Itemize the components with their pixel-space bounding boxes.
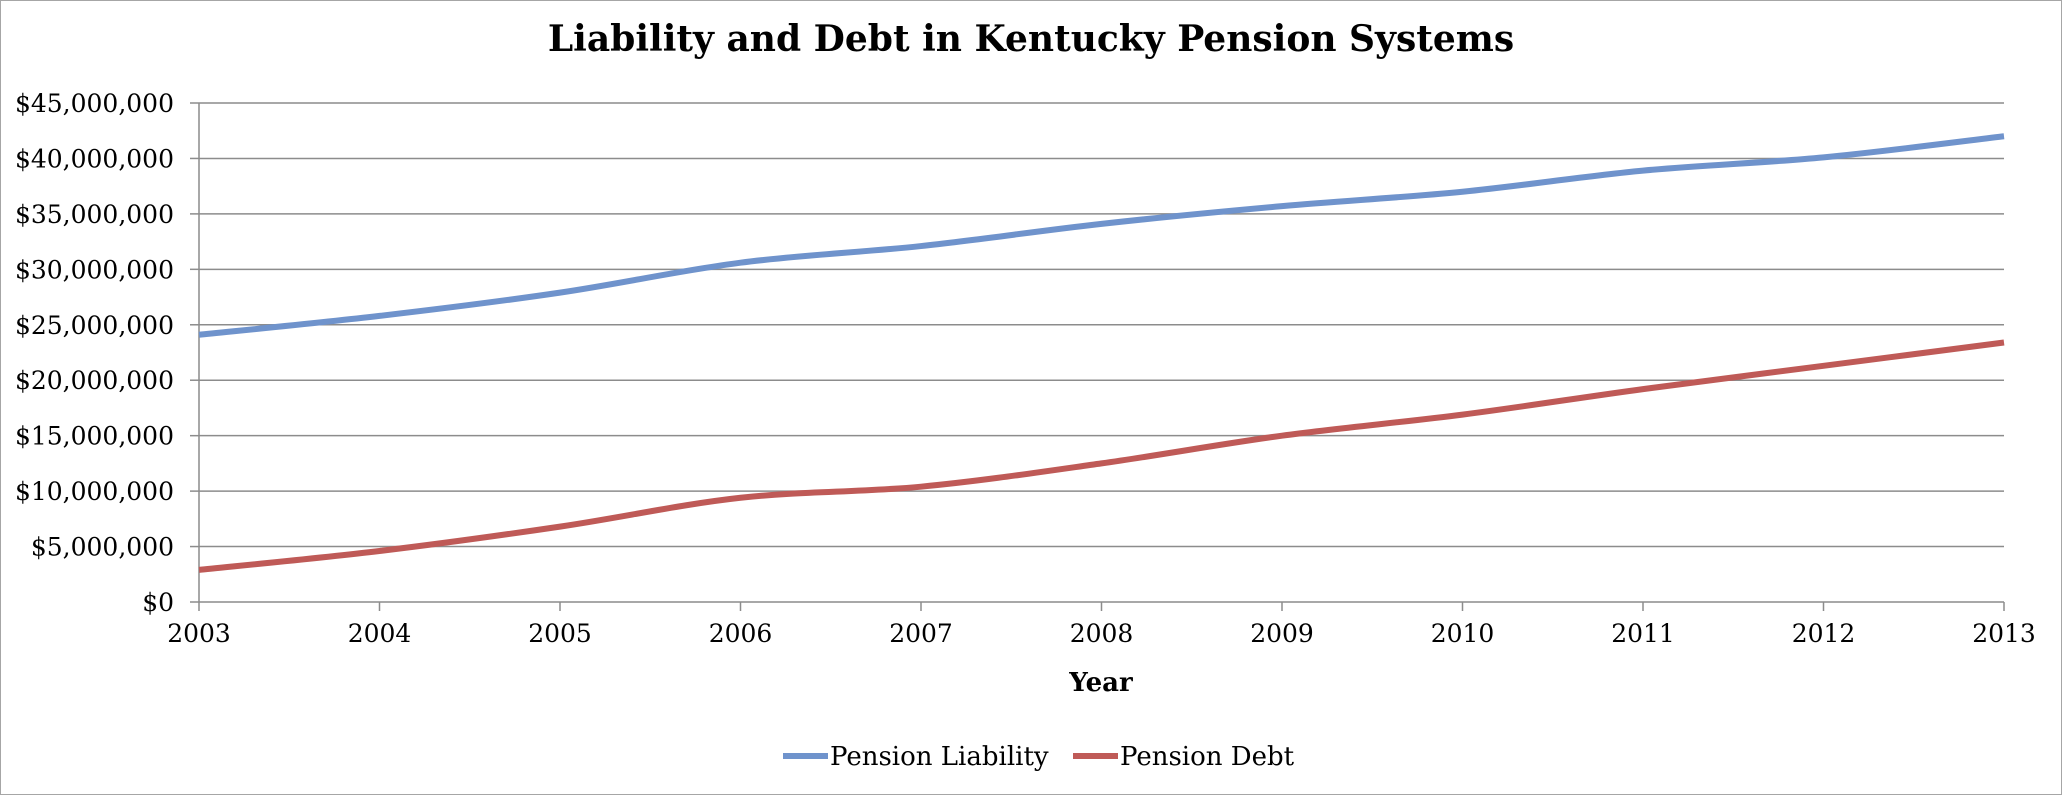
x-tick-label: 2011 — [1611, 619, 1675, 648]
x-tick-label: 2010 — [1431, 619, 1495, 648]
legend-item-pension-liability: Pension Liability — [783, 742, 1049, 772]
legend-label: Pension Debt — [1120, 742, 1295, 772]
legend-label: Pension Liability — [830, 742, 1049, 772]
x-tick-label: 2013 — [1972, 619, 2036, 648]
series-lines — [199, 136, 2004, 570]
x-tick-label: 2007 — [889, 619, 953, 648]
y-tick-label: $15,000,000 — [15, 422, 174, 451]
y-tick-label: $5,000,000 — [31, 533, 174, 562]
x-axis-ticks: 2003 2004 2005 2006 2007 2008 2009 2010 2011 2012… — [167, 602, 2036, 648]
x-tick-label: 2012 — [1792, 619, 1856, 648]
y-tick-label: $30,000,000 — [15, 255, 174, 284]
legend: Pension Liability Pension Debt — [783, 742, 1295, 772]
chart-title: Liability and Debt in Kentucky Pension S… — [548, 18, 1514, 60]
x-tick-label: 2009 — [1250, 619, 1314, 648]
x-tick-label: 2008 — [1070, 619, 1134, 648]
x-tick-label: 2004 — [348, 619, 412, 648]
y-tick-label: $45,000,000 — [15, 89, 174, 118]
series-line-pension-debt — [199, 343, 2004, 570]
x-tick-label: 2005 — [528, 619, 592, 648]
axes — [199, 103, 2004, 602]
series-line-pension-liability — [199, 136, 2004, 334]
y-tick-label: $10,000,000 — [15, 477, 174, 506]
chart-frame: Liability and Debt in Kentucky Pension S… — [0, 0, 2062, 795]
y-tick-label: $0 — [142, 588, 174, 617]
y-tick-label: $20,000,000 — [15, 366, 174, 395]
gridlines — [199, 103, 2004, 547]
line-chart: Liability and Debt in Kentucky Pension S… — [1, 1, 2061, 794]
y-tick-label: $40,000,000 — [15, 144, 174, 173]
x-tick-label: 2006 — [709, 619, 773, 648]
x-tick-label: 2003 — [167, 619, 231, 648]
x-axis-title: Year — [1068, 668, 1133, 698]
legend-item-pension-debt: Pension Debt — [1073, 742, 1295, 772]
y-tick-label: $25,000,000 — [15, 311, 174, 340]
y-axis-ticks: $0 $5,000,000 $10,000,000 $15,000,000 $20,00… — [15, 89, 199, 617]
y-tick-label: $35,000,000 — [15, 200, 174, 229]
